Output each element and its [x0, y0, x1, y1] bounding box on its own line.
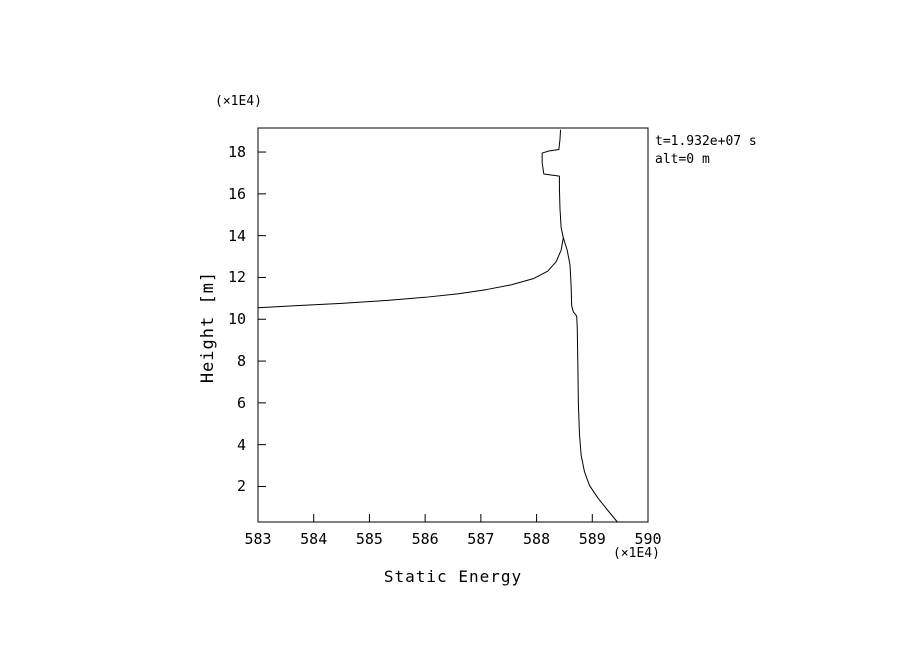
curve-static-energy-profile-main	[541, 129, 618, 523]
y-axis-label: Height [m]	[198, 270, 218, 384]
x-tick-label: 585	[355, 530, 383, 548]
y-tick-label: 6	[236, 393, 246, 412]
x-tick-label: 587	[467, 530, 495, 548]
x-tick-label: 583	[244, 530, 272, 548]
annotation-time: t=1.932e+07 s	[655, 134, 757, 149]
y-tick-label: 8	[236, 352, 246, 371]
x-tick-label: 588	[523, 530, 551, 548]
y-tick-label: 16	[227, 184, 246, 203]
x-axis-label: Static Energy	[383, 567, 523, 586]
x-tick-label: 584	[300, 530, 328, 548]
y-tick-label: 2	[236, 477, 246, 496]
x-tick-label: 590	[634, 530, 662, 548]
curve-static-energy-profile-lower-branch	[257, 237, 564, 309]
y-tick-label: 4	[236, 435, 246, 454]
y-tick-label: 14	[227, 226, 246, 245]
x-axis-unit-label: (×1E4)	[613, 546, 660, 561]
y-tick-label: 10	[227, 310, 246, 329]
axes-box	[257, 127, 649, 523]
y-tick-label: 18	[227, 143, 246, 162]
y-tick-label: 12	[227, 268, 246, 287]
x-tick-label: 589	[578, 530, 606, 548]
y-axis-unit-label: (×1E4)	[215, 94, 262, 109]
x-tick-label: 586	[411, 530, 439, 548]
annotation-altitude: alt=0 m	[655, 152, 710, 167]
